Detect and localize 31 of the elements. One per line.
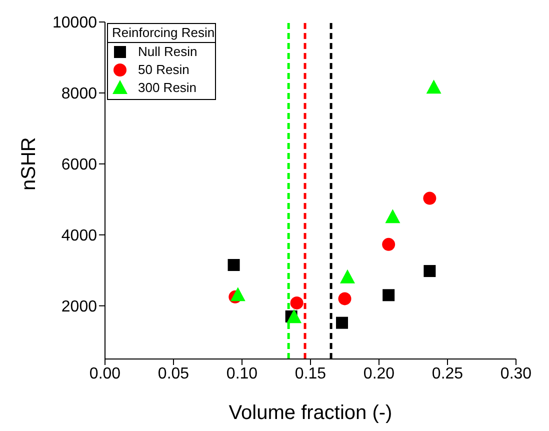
legend-label: 300 Resin [137, 79, 198, 97]
point [286, 309, 302, 324]
x-tick-label: 0.20 [363, 365, 395, 382]
x-axis-title: Volume fraction (-) [228, 402, 392, 424]
y-tick-label: 2000 [61, 298, 98, 316]
point [290, 296, 304, 310]
point [340, 269, 355, 284]
x-tick-label: 0.05 [158, 365, 190, 382]
legend-title: Reinforcing Resin [108, 24, 215, 43]
point [338, 292, 352, 306]
x-tick-label: 0.25 [432, 365, 464, 382]
x-tick-label: 0.15 [294, 365, 326, 382]
point [423, 192, 436, 205]
x-tick-label: 0.30 [500, 365, 532, 382]
legend-label: 50 Resin [137, 61, 190, 79]
point [336, 316, 348, 329]
legend-label: Null Resin [137, 43, 198, 61]
point [426, 80, 442, 94]
point [230, 287, 246, 302]
y-tick-label: 8000 [61, 86, 98, 103]
point [228, 258, 240, 271]
y-tick-label: 4000 [61, 228, 98, 245]
point [385, 209, 400, 224]
y-tick-label: 10000 [52, 14, 98, 32]
point [382, 289, 395, 302]
y-axis-title: nSHR [18, 137, 40, 190]
point [424, 265, 436, 278]
x-tick-label: 0.00 [89, 365, 121, 382]
y-tick-label: 6000 [61, 156, 98, 174]
point [382, 238, 396, 251]
x-tick-label: 0.10 [226, 365, 258, 382]
